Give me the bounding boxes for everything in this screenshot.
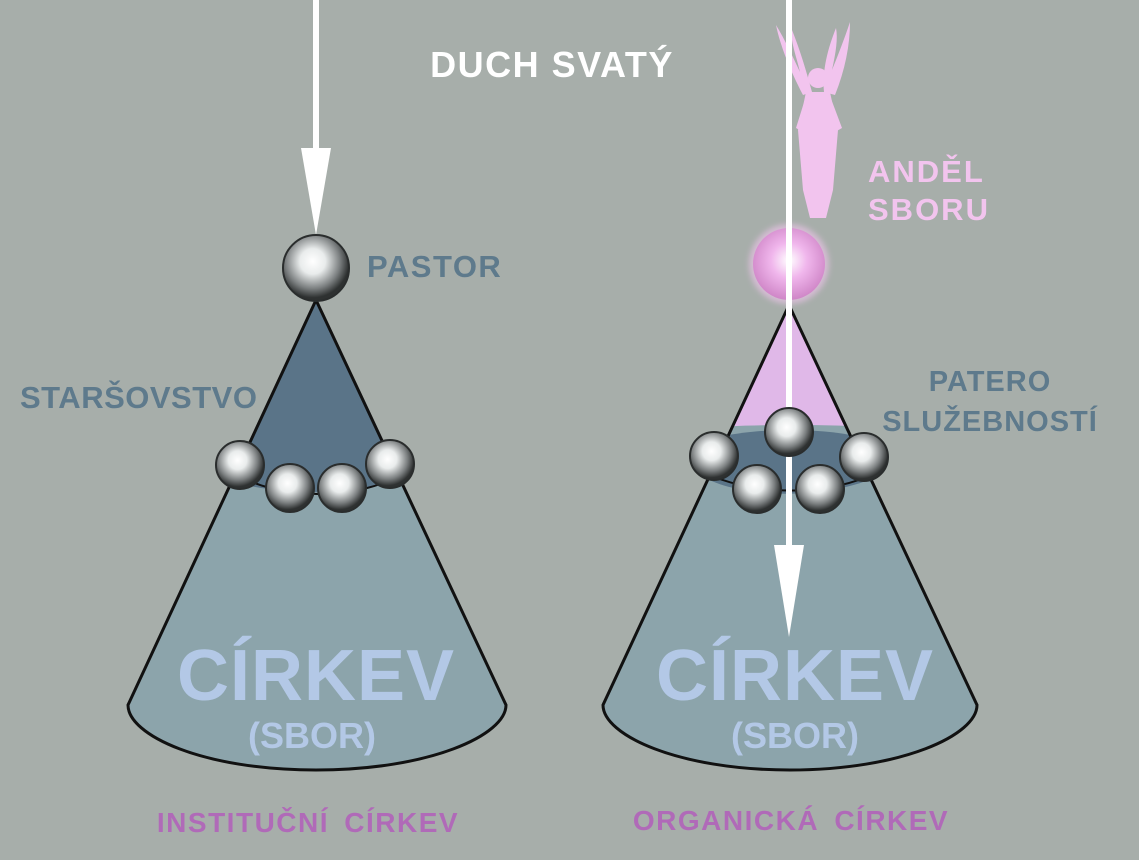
left-church-title: CÍRKEV [177,636,455,716]
holy-spirit-label: DUCH SVATÝ [430,44,674,85]
left-cone-outline [126,296,508,772]
right-cone-outline [601,301,979,772]
ministries-label-line2: SLUŽEBNOSTÍ [882,404,1098,438]
angel-label-line2: SBORU [868,192,990,227]
sphere-icon [795,464,845,514]
angel-label-line1: ANDĚL [868,153,985,189]
elders-label: STARŠOVSTVO [20,379,257,415]
sphere-icon [265,463,315,513]
organic-church-caption: ORGANICKÁ CÍRKEV [633,805,949,836]
sphere-icon [282,234,350,302]
pastor-label: PASTOR [367,249,502,284]
down-arrow-icon [301,0,331,235]
sphere-icon [764,407,814,457]
angel-figure-icon [776,22,850,218]
right-sbor-subtitle: (SBOR) [731,715,859,756]
sphere-icon [365,439,415,489]
right-church-title: CÍRKEV [656,636,934,716]
sphere-icon [732,464,782,514]
sphere-icon [839,432,889,482]
sphere-icon [689,431,739,481]
ministries-label-line1: PATERO [929,366,1052,398]
down-arrow-icon [774,0,804,637]
sphere-icon [317,463,367,513]
institutional-church-caption: INSTITUČNÍ CÍRKEV [157,806,459,838]
left-sbor-subtitle: (SBOR) [248,715,376,756]
sphere-icon [215,440,265,490]
